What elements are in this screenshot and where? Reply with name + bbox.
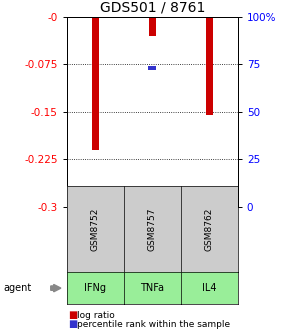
Text: log ratio: log ratio: [77, 311, 115, 320]
Bar: [148, 66, 156, 70]
Bar: [206, 186, 213, 190]
Text: GSM8762: GSM8762: [205, 208, 214, 251]
Bar: [91, 201, 99, 205]
Text: ■: ■: [68, 319, 77, 329]
Text: ■: ■: [68, 310, 77, 320]
Title: GDS501 / 8761: GDS501 / 8761: [99, 0, 205, 14]
Text: TNFa: TNFa: [140, 283, 164, 293]
Text: IL4: IL4: [202, 283, 217, 293]
Bar: [92, 17, 99, 150]
Bar: [206, 17, 213, 115]
Text: percentile rank within the sample: percentile rank within the sample: [77, 320, 230, 329]
Bar: [149, 17, 156, 36]
Text: agent: agent: [3, 283, 31, 293]
Text: GSM8752: GSM8752: [91, 208, 100, 251]
Text: IFNg: IFNg: [84, 283, 106, 293]
Text: GSM8757: GSM8757: [148, 208, 157, 251]
